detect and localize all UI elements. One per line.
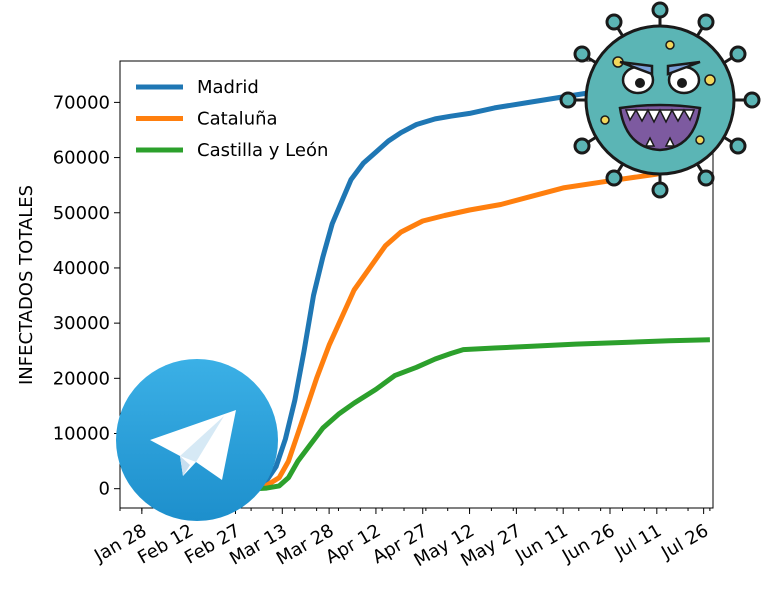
legend-label: Castilla y León (197, 140, 328, 161)
series-layer (244, 88, 710, 492)
y-tick-label: 50000 (53, 203, 110, 224)
telegram-paper-plane-icon (116, 359, 278, 521)
y-axis: 0 10000 20000 30000 40000 50000 60000 70000 (53, 92, 120, 500)
x-tick-label: Jul 11 (610, 520, 665, 564)
y-axis-label: INFECTADOS TOTALES (16, 185, 37, 385)
y-tick-label: 70000 (53, 92, 110, 113)
x-tick-label: Jun 11 (511, 520, 572, 567)
plot-frame (119, 60, 714, 509)
y-tick-label: 0 (99, 479, 110, 500)
legend-label: Cataluña (197, 109, 278, 130)
y-tick-label: 40000 (53, 258, 110, 279)
y-tick-label: 20000 (53, 368, 110, 389)
y-tick-label: 60000 (53, 148, 110, 169)
series-line-1 (253, 166, 677, 491)
angry-virus-icon (559, 1, 761, 199)
legend: Madrid Cataluña Castilla y León (136, 77, 328, 161)
y-tick-label: 10000 (53, 424, 110, 445)
y-tick-label: 30000 (53, 313, 110, 334)
x-tick-label: Jul 26 (657, 520, 712, 564)
series-line-0 (244, 88, 611, 491)
legend-label: Madrid (197, 77, 259, 98)
series-line-2 (254, 337, 710, 492)
x-tick-label: Jun 26 (558, 520, 619, 567)
